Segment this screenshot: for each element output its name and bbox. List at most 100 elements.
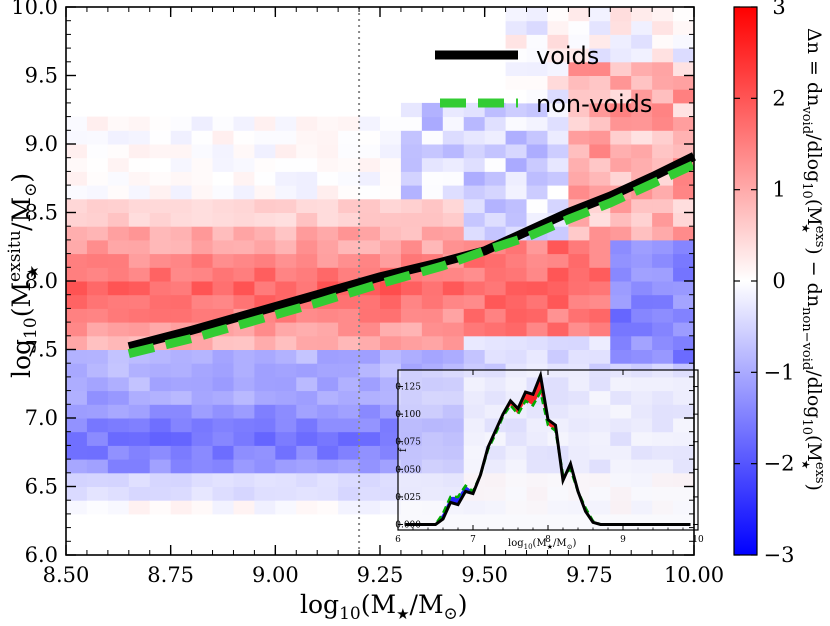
heatmap-cell [149, 431, 172, 446]
heatmap-cell [547, 294, 569, 309]
heatmap-cell [338, 226, 360, 241]
heatmap-cell [233, 281, 255, 296]
heatmap-cell [170, 472, 193, 487]
heatmap-cell [86, 281, 109, 296]
heatmap-cell [149, 349, 172, 364]
heatmap-cell [338, 335, 360, 350]
heatmap-cell [568, 144, 590, 159]
heatmap-cell [568, 7, 590, 22]
heatmap-cell [589, 75, 611, 90]
heatmap-cell [233, 431, 255, 446]
heatmap-cell [505, 20, 528, 35]
inset-y-tick-label: 0.125 [395, 383, 421, 393]
heatmap-cell [442, 212, 465, 227]
heatmap-cell [128, 144, 151, 159]
heatmap-cell [170, 212, 193, 227]
heatmap-cell [212, 281, 234, 296]
heatmap-cell [673, 281, 695, 296]
heatmap-cell [66, 418, 88, 433]
heatmap-cell [86, 144, 109, 159]
heatmap-cell [191, 500, 214, 515]
heatmap-cell [128, 390, 151, 405]
heatmap-cell [317, 185, 339, 200]
heatmap-cell [547, 20, 569, 35]
heatmap-cell [317, 431, 339, 446]
heatmap-cell [170, 171, 193, 186]
heatmap-cell [233, 185, 255, 200]
heatmap-cell [526, 75, 548, 90]
heatmap-cell [652, 34, 674, 49]
heatmap-cell [463, 185, 486, 200]
heatmap-cell [505, 75, 528, 90]
heatmap-cell [400, 239, 423, 255]
heatmap-cell [421, 226, 444, 241]
heatmap-cell [107, 130, 130, 145]
heatmap-cell [338, 157, 360, 172]
heatmap-cell [400, 171, 423, 186]
heatmap-cell [547, 102, 569, 118]
heatmap-cell [505, 212, 528, 227]
heatmap-cell [254, 459, 276, 474]
heatmap-cell [526, 48, 548, 63]
heatmap-cell [317, 212, 339, 227]
heatmap-cell [652, 61, 674, 76]
heatmap-cell [191, 130, 214, 145]
heatmap-cell [673, 239, 695, 255]
heatmap-cell [526, 20, 548, 35]
heatmap-cell [233, 239, 255, 255]
heatmap-cell [652, 198, 674, 213]
heatmap-cell [66, 198, 88, 213]
heatmap-cell [317, 308, 339, 323]
heatmap-cell [505, 102, 528, 118]
heatmap-cell [191, 418, 214, 433]
heatmap-cell [149, 500, 172, 515]
heatmap-cell [652, 144, 674, 159]
heatmap-cell [380, 486, 402, 501]
heatmap-cell [86, 349, 109, 364]
heatmap-cell [673, 226, 695, 241]
inset-y-tick-label: 0.025 [395, 493, 421, 503]
heatmap-cell [128, 322, 151, 337]
heatmap-cell [484, 116, 507, 131]
heatmap-cell [275, 239, 297, 255]
heatmap-cell [463, 335, 486, 350]
heatmap-cell [66, 226, 88, 241]
heatmap-cell [254, 116, 276, 131]
heatmap-cell [212, 294, 234, 309]
heatmap-cell [191, 212, 214, 227]
heatmap-cell [107, 171, 130, 186]
heatmap-cell [275, 116, 297, 131]
heatmap-cell [631, 130, 653, 145]
heatmap-cell [275, 335, 297, 350]
x-tick-label: 8.75 [147, 563, 194, 587]
heatmap-cell [170, 130, 193, 145]
heatmap-cell [191, 308, 214, 323]
heatmap-cell [547, 185, 569, 200]
heatmap-cell [505, 294, 528, 309]
legend-label-non-voids: non-voids [536, 90, 652, 118]
heatmap-cell [296, 239, 318, 255]
heatmap-cell [212, 418, 234, 433]
heatmap-cell [652, 239, 674, 255]
heatmap-cell [359, 459, 381, 474]
heatmap-cell [484, 335, 507, 350]
heatmap-cell [66, 253, 88, 268]
heatmap-cell [86, 185, 109, 200]
heatmap-cell [359, 376, 381, 392]
heatmap-cell [359, 390, 381, 405]
heatmap-cell [191, 472, 214, 487]
heatmap-cell [673, 116, 695, 131]
heatmap-cell [66, 459, 88, 474]
heatmap-cell [610, 253, 632, 268]
heatmap-cell [275, 322, 297, 337]
heatmap-cell [191, 144, 214, 159]
heatmap-cell [66, 308, 88, 323]
inset-x-tick-label: 10 [692, 535, 704, 545]
heatmap-cell [484, 281, 507, 296]
heatmap-cell [526, 349, 548, 364]
heatmap-cell [149, 376, 172, 392]
heatmap-cell [254, 486, 276, 501]
heatmap-cell [191, 185, 214, 200]
heatmap-cell [233, 116, 255, 131]
heatmap-cell [233, 486, 255, 501]
